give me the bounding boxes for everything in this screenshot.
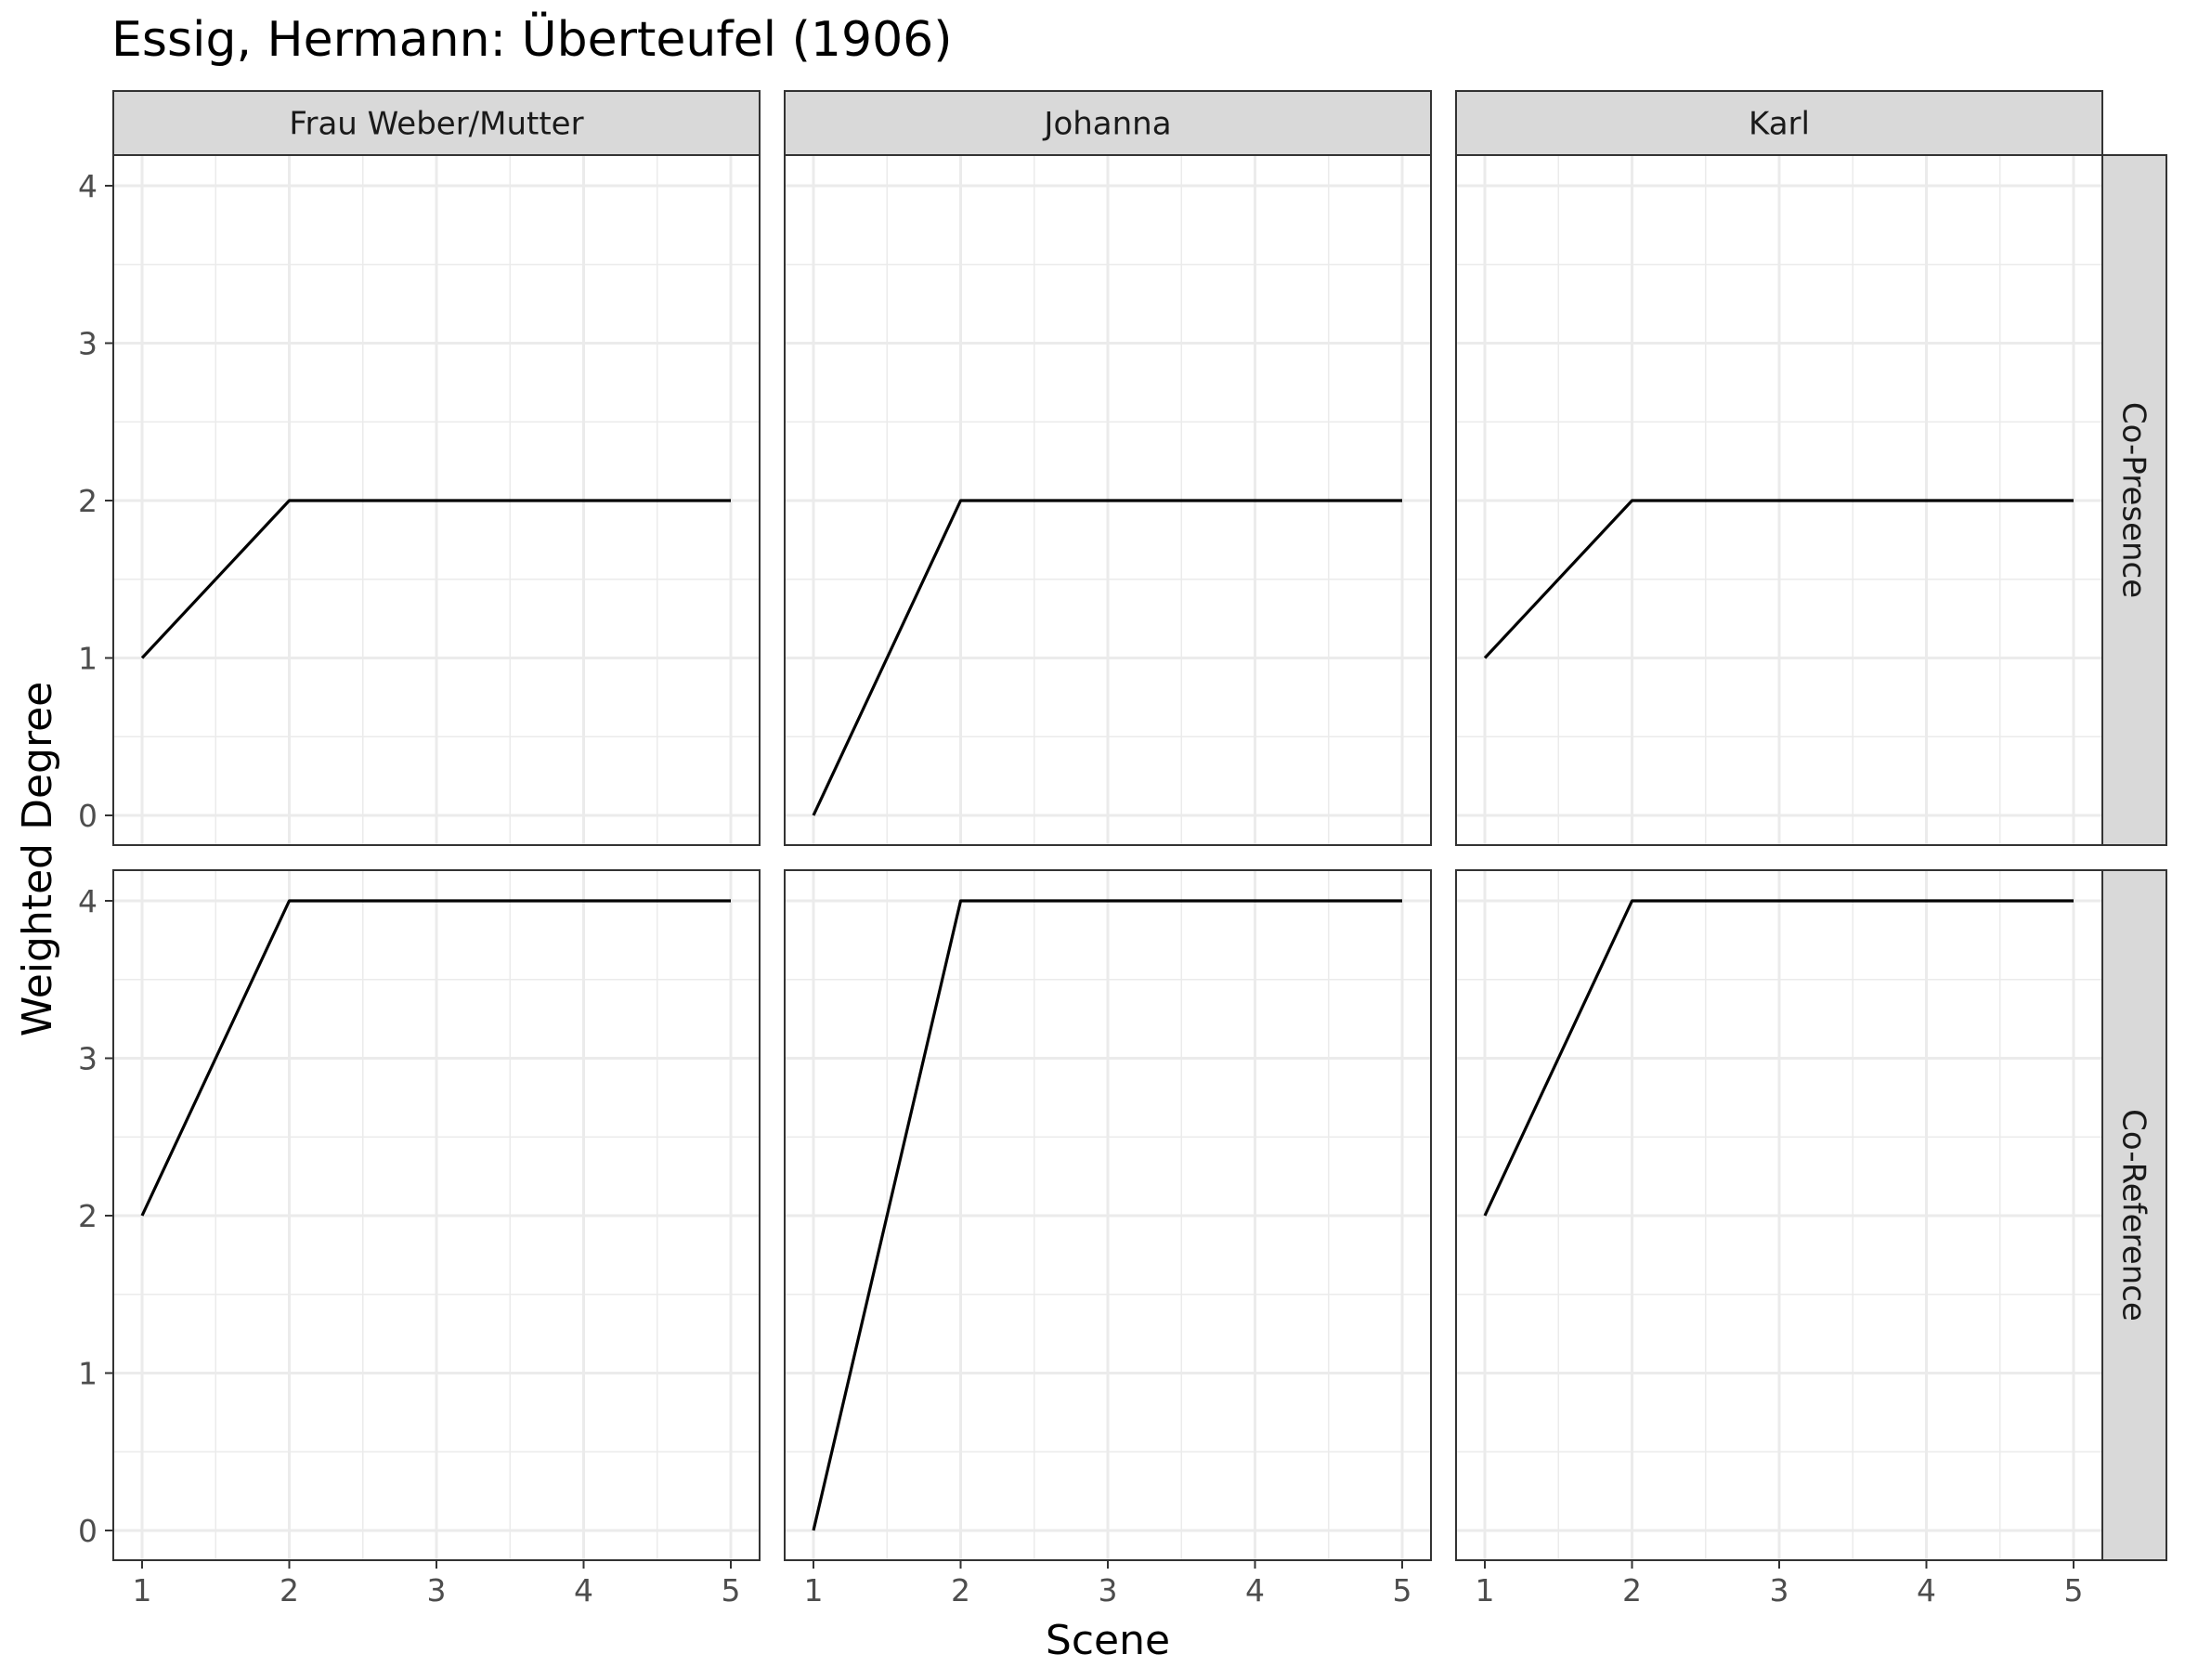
x-axis-title: Scene	[1046, 1617, 1170, 1664]
series-line-karl-co-presence	[1483, 499, 2074, 659]
x-axis-frau-weber-mutter: 1 2 3 4 5	[133, 1560, 741, 1608]
strip-right-co-reference: Co-Reference	[2101, 869, 2167, 1561]
x-tick-label: 2	[951, 1572, 970, 1608]
y-tick-label: 3	[78, 1041, 98, 1077]
strips-layer: Frau Weber/Mutter Johanna Karl Co-Presence C…	[112, 90, 2167, 1561]
panel-johanna-co-presence	[784, 154, 1432, 846]
chart-title: Essig, Hermann: Überteufel (1906)	[111, 11, 953, 68]
strip-top-frau-weber-mutter: Frau Weber/Mutter	[112, 90, 761, 156]
strip-label: Co-Presence	[2115, 402, 2152, 598]
x-tick-label: 4	[1917, 1572, 1936, 1608]
strip-label: Co-Reference	[2115, 1109, 2152, 1322]
strip-right-co-presence: Co-Presence	[2101, 154, 2167, 846]
x-tick-label: 5	[2064, 1572, 2084, 1608]
x-tick-label: 3	[1770, 1572, 1789, 1608]
y-axis-co-presence: 0 1 2 3 4	[78, 168, 113, 834]
x-tick-label: 3	[427, 1572, 447, 1608]
y-tick-label: 2	[78, 483, 98, 519]
panel-frau-weber-mutter-co-presence	[112, 154, 761, 846]
x-tick-label: 1	[804, 1572, 824, 1608]
panels-layer	[112, 154, 2103, 1561]
x-tick-label: 1	[1476, 1572, 1495, 1608]
strip-background	[2101, 154, 2167, 846]
series-line-johanna-co-presence	[812, 499, 1402, 816]
series-line-frau-weber-mutter-co-presence	[140, 499, 731, 659]
y-tick-label: 0	[78, 798, 98, 834]
strip-top-johanna: Johanna	[784, 90, 1432, 156]
strip-background	[784, 90, 1432, 156]
panel-karl-co-presence	[1455, 154, 2103, 846]
y-tick-label: 1	[78, 641, 98, 677]
y-tick-label: 4	[78, 168, 98, 204]
series-line-johanna-co-reference	[812, 899, 1402, 1531]
panel-frau-weber-mutter-co-reference	[112, 869, 761, 1561]
y-tick-label: 3	[78, 326, 98, 362]
panel-karl-co-reference	[1455, 869, 2103, 1561]
strip-background	[2101, 869, 2167, 1561]
x-tick-label: 4	[1245, 1572, 1265, 1608]
x-tick-label: 4	[574, 1572, 593, 1608]
x-tick-label: 5	[1393, 1572, 1412, 1608]
x-tick-label: 1	[133, 1572, 152, 1608]
panel-johanna-co-reference	[784, 869, 1432, 1561]
y-tick-label: 0	[78, 1513, 98, 1549]
x-axis-johanna: 1 2 3 4 5	[804, 1560, 1412, 1608]
series-line-karl-co-reference	[1483, 899, 2074, 1217]
x-tick-label: 2	[280, 1572, 299, 1608]
strip-background	[112, 90, 761, 156]
strip-background	[1455, 90, 2103, 156]
x-axis-karl: 1 2 3 4 5	[1476, 1560, 2084, 1608]
strip-label: Johanna	[1042, 106, 1171, 143]
strip-label: Frau Weber/Mutter	[289, 106, 583, 143]
y-tick-label: 4	[78, 883, 98, 919]
series-line-frau-weber-mutter-co-reference	[140, 899, 731, 1217]
y-axis-title: Weighted Degree	[14, 682, 61, 1036]
strip-top-karl: Karl	[1455, 90, 2103, 156]
strip-label: Karl	[1749, 106, 1810, 143]
y-tick-label: 1	[78, 1356, 98, 1392]
x-tick-label: 2	[1622, 1572, 1642, 1608]
x-tick-label: 5	[722, 1572, 741, 1608]
x-tick-label: 3	[1099, 1572, 1118, 1608]
y-axis-co-reference: 0 1 2 3 4	[78, 883, 113, 1549]
y-tick-label: 2	[78, 1198, 98, 1234]
